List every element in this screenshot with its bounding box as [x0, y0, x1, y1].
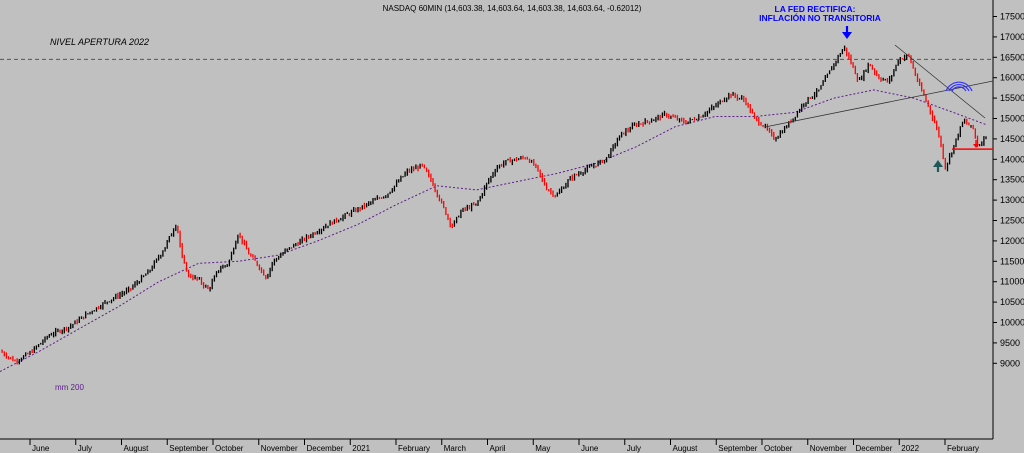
moving-average: [0, 89, 987, 372]
x-tick-label: November: [810, 444, 847, 453]
y-tick-label: 14000: [1000, 154, 1024, 164]
y-tick-label: 11500: [1000, 256, 1024, 266]
y-tick-label: 16500: [1000, 52, 1024, 62]
y-axis: 9000 9500 10000 10500 11000 11500 12000 12500 13…: [992, 0, 1024, 439]
x-tick-label: July: [78, 444, 92, 453]
fed-annotation-line2: INFLACIÓN NO TRANSITORIA: [759, 12, 881, 23]
x-tick-label: December: [856, 444, 893, 453]
x-tick-label: November: [261, 444, 298, 453]
arc-outer: [945, 81, 973, 92]
y-tick-label: 17500: [1000, 12, 1024, 22]
y-tick-label: 12500: [1000, 216, 1024, 226]
price-series: [1, 45, 987, 365]
x-tick-label: August: [124, 444, 150, 453]
y-tick-label: 17000: [1000, 32, 1024, 42]
y-tick-label: 16000: [1000, 73, 1024, 83]
x-tick-label: 2022: [901, 444, 919, 453]
arc-middle: [948, 83, 970, 92]
x-tick-label: June: [32, 444, 50, 453]
x-tick-label: 2021: [352, 444, 370, 453]
fed-arrow-down-icon: [842, 26, 852, 39]
y-axis-ticks: 9000 9500 10000 10500 11000 11500 12000 12500 13…: [993, 12, 1024, 368]
y-tick-label: 12000: [1000, 236, 1024, 246]
y-tick-label: 15000: [1000, 114, 1024, 124]
x-tick-label: October: [764, 444, 793, 453]
x-axis: June July August September October November De…: [0, 438, 993, 453]
y-tick-label: 13500: [1000, 175, 1024, 185]
arc-inner: [951, 86, 967, 92]
y-tick-label: 15500: [1000, 93, 1024, 103]
x-tick-label: July: [627, 444, 641, 453]
y-tick-label: 11000: [1000, 277, 1024, 287]
y-tick-label: 10500: [1000, 297, 1024, 307]
x-tick-label: April: [490, 444, 506, 453]
x-tick-label: March: [444, 444, 466, 453]
x-tick-label: June: [581, 444, 599, 453]
y-tick-label: 14500: [1000, 134, 1024, 144]
y-tick-label: 9000: [1000, 358, 1020, 368]
y-tick-label: 13000: [1000, 195, 1024, 205]
opening-level-label: NIVEL APERTURA 2022: [50, 37, 149, 47]
x-tick-label: August: [673, 444, 699, 453]
x-axis-ticks: June July August September October November De…: [29, 439, 979, 453]
ma-200-line: [0, 89, 987, 372]
support-arrow-down-icon: [973, 140, 979, 148]
x-tick-label: September: [169, 444, 208, 453]
chart-title: NASDAQ 60MIN (14,603.38, 14,603.64, 14,6…: [383, 4, 642, 13]
uptrend-line: [764, 80, 994, 128]
x-tick-label: February: [398, 444, 430, 453]
resistance-arcs: [945, 81, 973, 92]
fed-annotation-line1: LA FED RECTIFICA:: [775, 4, 856, 14]
ma-200-label: mm 200: [55, 383, 84, 392]
x-tick-label: May: [535, 444, 550, 453]
x-tick-label: October: [215, 444, 244, 453]
bottom-arrow-up-icon: [933, 160, 943, 172]
x-tick-label: September: [718, 444, 757, 453]
y-tick-label: 10000: [1000, 318, 1024, 328]
downtrend-line: [894, 44, 986, 119]
x-tick-label: December: [307, 444, 344, 453]
y-tick-label: 9500: [1000, 338, 1020, 348]
x-tick-label: February: [947, 444, 979, 453]
